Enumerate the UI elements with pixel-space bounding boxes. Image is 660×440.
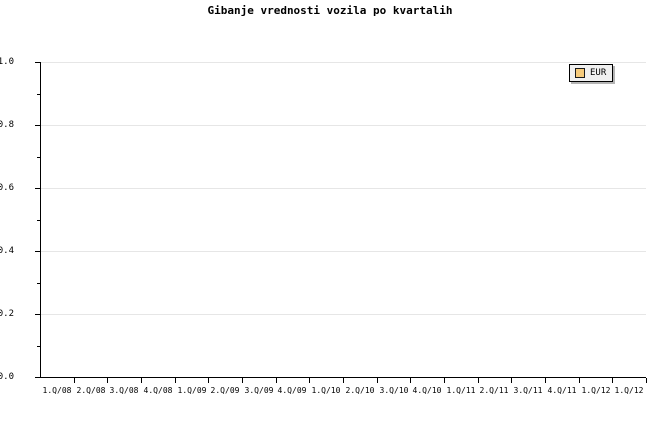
y-tick-label: 0.2	[0, 309, 14, 319]
x-tick-label: 4.Q/10	[412, 386, 442, 395]
y-tick-minor	[37, 157, 40, 158]
x-tick	[276, 378, 277, 383]
x-tick-label: 1.Q/09	[177, 386, 207, 395]
x-tick-label: 3.Q/11	[513, 386, 543, 395]
y-tick-major	[35, 251, 40, 252]
x-tick-label: 4.Q/08	[143, 386, 173, 395]
gridline	[41, 62, 646, 63]
x-tick	[74, 378, 75, 383]
x-tick-label: 1.Q/12	[581, 386, 611, 395]
x-tick	[343, 378, 344, 383]
x-tick	[579, 378, 580, 383]
legend[interactable]: EUR	[569, 64, 614, 82]
x-tick-label: 4.Q/11	[547, 386, 577, 395]
x-tick-label: 1.Q/11	[446, 386, 476, 395]
x-tick	[107, 378, 108, 383]
x-tick	[612, 378, 613, 383]
x-tick-label: 1.Q/12	[614, 386, 644, 395]
plot-background	[40, 62, 646, 377]
x-tick	[208, 378, 209, 383]
y-tick-major	[35, 314, 40, 315]
x-tick	[175, 378, 176, 383]
y-tick-major	[35, 377, 40, 378]
x-tick-label: 4.Q/09	[277, 386, 307, 395]
x-tick	[242, 378, 243, 383]
x-tick-label: 3.Q/08	[109, 386, 139, 395]
x-tick-label: 3.Q/09	[244, 386, 274, 395]
y-tick-label: 0.0	[0, 372, 14, 382]
x-tick-label: 3.Q/10	[379, 386, 409, 395]
y-tick-label: 0.8	[0, 120, 14, 130]
x-tick-label: 1.Q/10	[311, 386, 341, 395]
y-tick-major	[35, 125, 40, 126]
x-tick	[141, 378, 142, 383]
x-tick	[511, 378, 512, 383]
y-tick-minor	[37, 283, 40, 284]
plot-area: 1.Q/08 2.Q/08 3.Q/08 4.Q/08 1.Q/09 2.Q/09 3.Q/…	[35, 62, 647, 395]
legend-label-eur: EUR	[590, 68, 607, 78]
y-tick-minor	[37, 346, 40, 347]
x-tick-label: 1.Q/08	[42, 386, 72, 395]
x-tick	[545, 378, 546, 383]
legend-swatch-eur	[575, 68, 585, 78]
x-tick-label: 2.Q/11	[479, 386, 509, 395]
gridline	[41, 125, 646, 126]
y-tick-major	[35, 62, 40, 63]
x-axis-line	[40, 377, 646, 378]
x-tick-label: 2.Q/10	[345, 386, 375, 395]
x-tick	[410, 378, 411, 383]
y-tick-minor	[37, 94, 40, 95]
x-tick	[646, 378, 647, 383]
y-axis-line	[40, 62, 41, 378]
x-tick	[478, 378, 479, 383]
x-tick	[377, 378, 378, 383]
series-layer	[41, 62, 647, 377]
y-tick-major	[35, 188, 40, 189]
x-tick	[309, 378, 310, 383]
y-tick-label: 0.6	[0, 183, 14, 193]
y-tick-label: 1.0	[0, 57, 14, 67]
chart-title: Gibanje vrednosti vozila po kvartalih	[207, 4, 453, 17]
x-tick	[444, 378, 445, 383]
x-tick-label: 2.Q/09	[210, 386, 240, 395]
gridline	[41, 251, 646, 252]
x-tick-label: 2.Q/08	[76, 386, 106, 395]
gridline	[41, 188, 646, 189]
y-tick-label: 0.4	[0, 246, 14, 256]
gridline	[41, 314, 646, 315]
y-tick-minor	[37, 220, 40, 221]
